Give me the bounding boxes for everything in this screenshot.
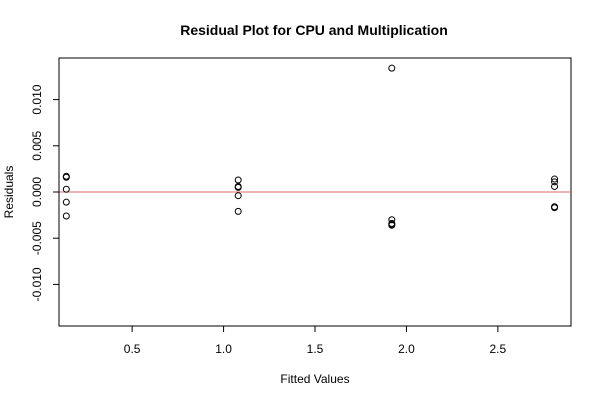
y-tick-label: 0.000 [30, 177, 44, 207]
data-point [551, 178, 559, 186]
data-point [62, 185, 70, 193]
data-point [62, 212, 70, 220]
data-point [388, 220, 396, 228]
data-point [62, 173, 70, 181]
x-tick-label: 2.0 [398, 342, 415, 356]
chart-title: Residual Plot for CPU and Multiplication [180, 22, 448, 38]
y-tick-label: 0.005 [30, 130, 44, 160]
data-point [551, 204, 559, 212]
y-tick-label: -0.005 [30, 221, 44, 255]
y-tick-label: 0.010 [30, 84, 44, 114]
x-axis-label: Fitted Values [280, 372, 349, 386]
data-point [388, 64, 396, 72]
x-axis: 0.5 1.0 1.5 2.0 2.5 [124, 325, 507, 356]
data-point [551, 182, 559, 190]
y-tick-label: -0.010 [30, 267, 44, 301]
x-tick-label: 1.5 [307, 342, 324, 356]
data-point [62, 198, 70, 206]
y-axis: -0.010 -0.005 0.000 0.005 0.010 [30, 84, 60, 301]
y-axis-label: Residuals [2, 166, 16, 219]
data-point [551, 175, 559, 183]
x-tick-label: 0.5 [124, 342, 141, 356]
data-point [234, 183, 242, 191]
data-point [234, 207, 242, 215]
data-points [62, 64, 559, 229]
x-tick-label: 2.5 [490, 342, 507, 356]
data-point [234, 192, 242, 200]
x-tick-label: 1.0 [215, 342, 232, 356]
data-point [234, 176, 242, 184]
